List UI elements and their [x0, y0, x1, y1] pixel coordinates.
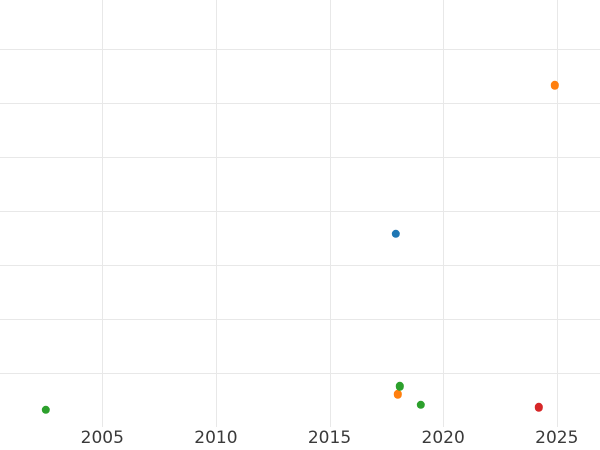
x-tick-label: 2015 — [307, 428, 352, 448]
scatter-point-orange — [393, 389, 402, 399]
scatter-point-red — [534, 402, 543, 412]
gridline-vertical — [556, 0, 558, 427]
gridline-vertical — [329, 0, 331, 427]
gridline-vertical — [443, 0, 445, 427]
scatter-point-green — [41, 405, 50, 415]
gridline-horizontal — [0, 264, 600, 266]
x-tick-label: 2020 — [421, 428, 465, 448]
x-tick-label: 2005 — [80, 428, 124, 448]
scatter-point-orange — [550, 80, 559, 90]
gridline-vertical — [102, 0, 104, 427]
gridline-horizontal — [0, 318, 600, 320]
gridline-horizontal — [0, 49, 600, 51]
scatter-point-blue — [391, 229, 400, 238]
x-tick-label: 2010 — [194, 428, 238, 448]
gridline-vertical — [215, 0, 217, 427]
gridline-horizontal — [0, 372, 600, 374]
gridline-horizontal — [0, 156, 600, 158]
gridline-horizontal — [0, 210, 600, 212]
scatter-point-green — [416, 400, 425, 409]
gridline-horizontal — [0, 103, 600, 104]
scatter-point-green — [395, 381, 405, 391]
x-tick-label: 2025 — [535, 428, 579, 448]
